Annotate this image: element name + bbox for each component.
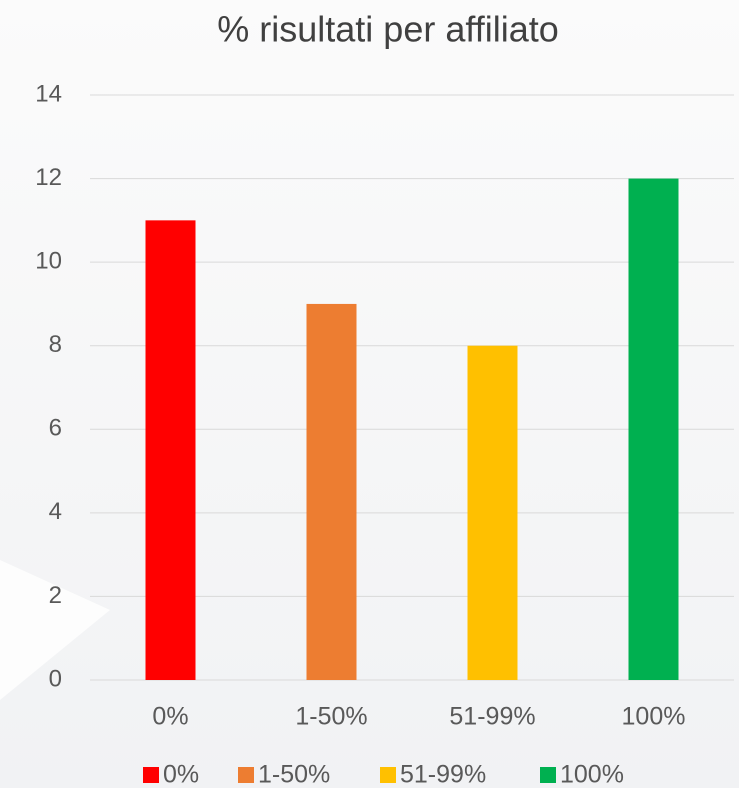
legend-swatch bbox=[380, 767, 396, 783]
x-tick-label: 51-99% bbox=[449, 703, 535, 731]
y-tick-label: 10 bbox=[35, 247, 62, 274]
chart-title: % risultati per affiliato bbox=[217, 9, 559, 50]
legend-label: 51-99% bbox=[400, 761, 486, 788]
legend-label: 1-50% bbox=[258, 761, 330, 788]
bar bbox=[628, 178, 679, 681]
y-tick-label: 2 bbox=[49, 582, 62, 609]
background-shape bbox=[0, 560, 110, 700]
legend-label: 100% bbox=[560, 761, 624, 788]
y-tick-label: 12 bbox=[35, 164, 62, 191]
y-tick-label: 14 bbox=[35, 80, 62, 107]
y-tick-label: 4 bbox=[49, 498, 62, 525]
x-tick-label: 0% bbox=[152, 703, 188, 731]
x-tick-label: 100% bbox=[622, 703, 686, 731]
y-tick-label: 6 bbox=[49, 415, 62, 442]
y-tick-label: 0 bbox=[49, 665, 62, 692]
x-tick-label: 1-50% bbox=[295, 703, 367, 731]
legend-label: 0% bbox=[163, 761, 199, 788]
bar bbox=[306, 303, 357, 680]
y-tick-label: 8 bbox=[49, 331, 62, 358]
bar bbox=[467, 345, 518, 680]
legend-swatch bbox=[143, 767, 159, 783]
legend-swatch bbox=[540, 767, 556, 783]
bar bbox=[145, 220, 196, 680]
legend-swatch bbox=[238, 767, 254, 783]
